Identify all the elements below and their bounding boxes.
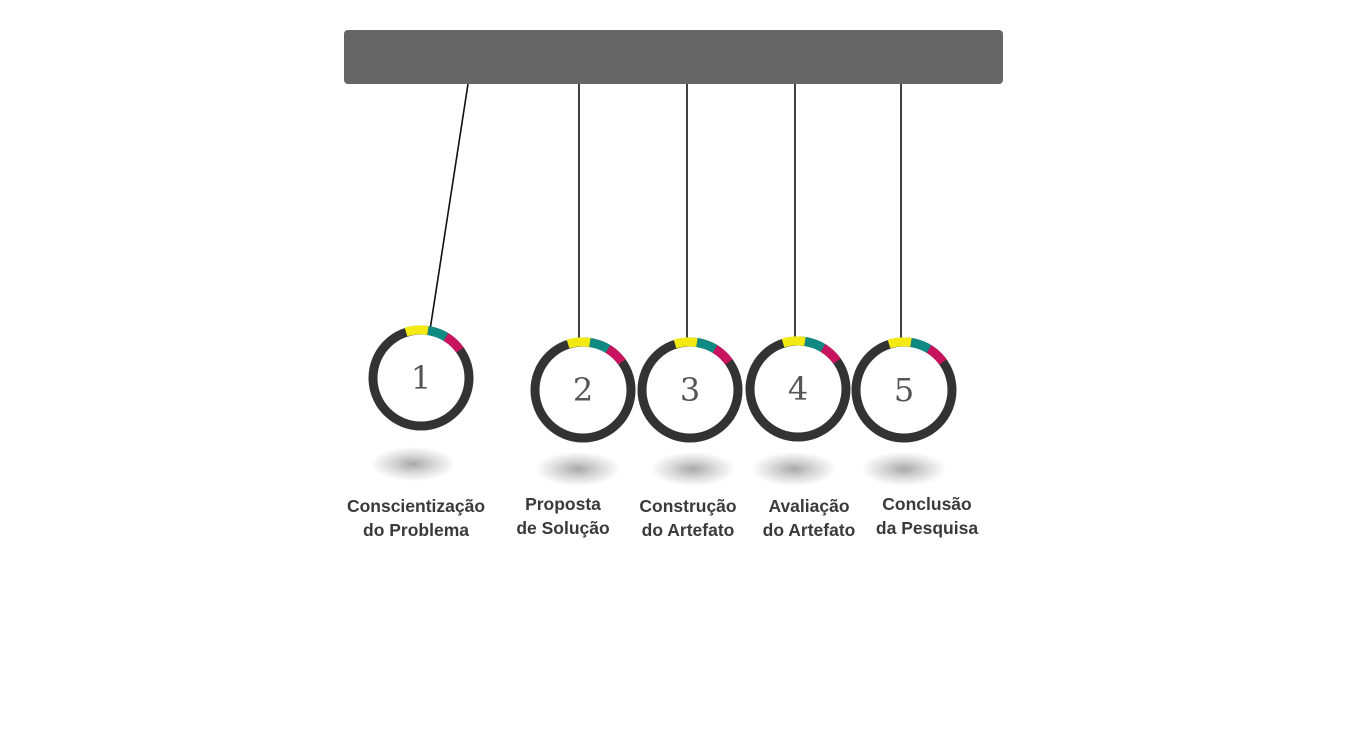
step-number: 2 (572, 371, 594, 409)
step-number: 3 (679, 371, 701, 409)
cradle-top-bar (344, 30, 1003, 84)
ball-shadow-2 (536, 452, 620, 486)
step-ball-2: 2 (530, 337, 636, 443)
step-label-line: do Artefato (762, 520, 856, 540)
step-ball-5: 5 (851, 337, 957, 443)
ring-icon (530, 337, 636, 443)
step-label-line: Conclusão (882, 494, 972, 514)
step-label-line: de Solução (516, 518, 610, 538)
ball-shadow-5 (862, 452, 946, 486)
string-1 (429, 83, 469, 331)
step-label-1: Conscientização do Problema (336, 494, 496, 542)
step-label-2: Proposta de Solução (483, 492, 643, 540)
step-ball-1: 1 (368, 325, 474, 431)
step-label-line: Avaliação (768, 496, 850, 516)
step-label-line: do Problema (363, 520, 469, 540)
ring-icon (745, 336, 851, 442)
ball-shadow-3 (651, 452, 735, 486)
step-number: 1 (410, 359, 432, 397)
ball-shadow-1 (371, 447, 455, 481)
ring-icon (637, 337, 743, 443)
step-label-3: Construção do Artefato (608, 494, 768, 542)
step-label-line: Proposta (525, 494, 601, 514)
ring-icon (851, 337, 957, 443)
step-label-line: Construção (639, 496, 737, 516)
step-number: 4 (787, 370, 809, 408)
step-number: 5 (893, 371, 915, 409)
ball-shadow-4 (752, 452, 836, 486)
step-ball-3: 3 (637, 337, 743, 443)
step-label-line: do Artefato (641, 520, 735, 540)
step-label-5: Conclusão da Pesquisa (847, 492, 1007, 540)
step-ball-4: 4 (745, 336, 851, 442)
ring-icon (368, 325, 474, 431)
step-label-line: da Pesquisa (875, 518, 979, 538)
step-label-line: Conscientização (346, 496, 486, 516)
step-label-4: Avaliação do Artefato (729, 494, 889, 542)
